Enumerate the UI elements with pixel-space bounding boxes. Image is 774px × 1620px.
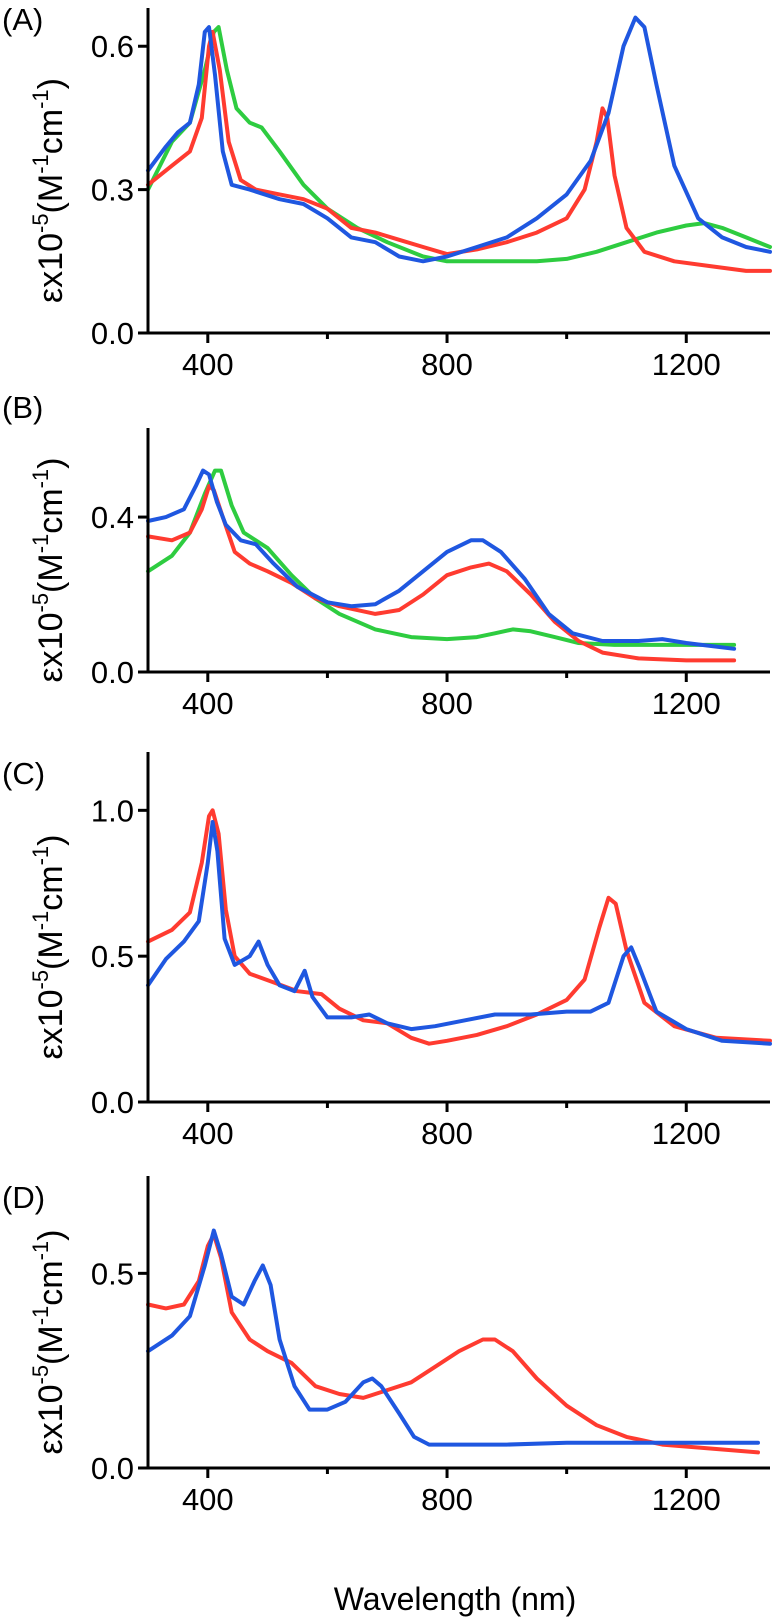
panel-a: 400 800 1200 0.0 0.3 0.6 (A) εx10-5​(M-1​cm-1​) bbox=[2, 2, 772, 382]
series-line-2 bbox=[146, 820, 772, 1046]
y-axis-label: εx10-5​(M-1​cm-1​) bbox=[28, 458, 70, 683]
y-tick-label: 0.5 bbox=[91, 939, 134, 974]
x-tick-label: 400 bbox=[182, 1116, 234, 1151]
x-tick-label: 1200 bbox=[652, 686, 721, 721]
series-line-2 bbox=[146, 1228, 760, 1447]
y-tick-label: 0.3 bbox=[91, 173, 134, 208]
series-line-1 bbox=[146, 1232, 760, 1455]
x-tick-label: 800 bbox=[421, 347, 473, 382]
panel-label: (D) bbox=[2, 1180, 45, 1215]
series-line-3 bbox=[146, 15, 772, 264]
x-tick-label: 800 bbox=[421, 1482, 473, 1517]
x-tick-label: 400 bbox=[182, 1482, 234, 1517]
y-tick-label: 0.0 bbox=[91, 655, 134, 690]
panel-b: 400 800 1200 0.0 0.4 (B) εx10-5​(M-1​cm-1​) bbox=[2, 390, 770, 721]
y-tick-label: 0.4 bbox=[91, 500, 134, 535]
series-line-3 bbox=[146, 468, 737, 651]
y-tick-label: 0.5 bbox=[91, 1256, 134, 1291]
axes bbox=[146, 1176, 770, 1470]
x-tick-label: 800 bbox=[421, 686, 473, 721]
x-tick-label: 1200 bbox=[652, 1482, 721, 1517]
x-axis-label: Wavelength (nm) bbox=[334, 1581, 576, 1617]
y-tick-label: 0.0 bbox=[91, 1451, 134, 1486]
panel-c: 400 800 1200 0.0 0.5 1.0 (C) εx10-5​(M-1​cm-1​) bbox=[2, 752, 772, 1151]
series-line-2 bbox=[146, 29, 772, 273]
x-tick-label: 1200 bbox=[652, 1116, 721, 1151]
x-tick-label: 800 bbox=[421, 1116, 473, 1151]
y-tick-label: 0.0 bbox=[91, 316, 134, 351]
series-line-1 bbox=[146, 468, 737, 647]
panel-label: (C) bbox=[2, 756, 45, 791]
y-axis-label: εx10-5​(M-1​cm-1​) bbox=[28, 1230, 70, 1455]
y-tick-label: 0.6 bbox=[91, 29, 134, 64]
series-line-1 bbox=[146, 25, 772, 264]
y-axis-label: εx10-5​(M-1​cm-1​) bbox=[28, 78, 70, 303]
panel-d: 400 800 1200 0.0 0.5 (D) εx10-5​(M-1​cm-1​) Wav… bbox=[2, 1176, 770, 1617]
y-tick-label: 0.0 bbox=[91, 1085, 134, 1120]
axes bbox=[146, 428, 770, 674]
axes bbox=[146, 752, 770, 1104]
x-tick-label: 1200 bbox=[652, 347, 721, 382]
series-line-2 bbox=[146, 484, 737, 663]
y-axis-label: εx10-5​(M-1​cm-1​) bbox=[28, 835, 70, 1060]
panel-label: (B) bbox=[2, 390, 43, 425]
series-line-1 bbox=[146, 808, 772, 1046]
panel-label: (A) bbox=[2, 2, 43, 37]
x-tick-label: 400 bbox=[182, 347, 234, 382]
y-tick-label: 1.0 bbox=[91, 793, 134, 828]
x-tick-label: 400 bbox=[182, 686, 234, 721]
